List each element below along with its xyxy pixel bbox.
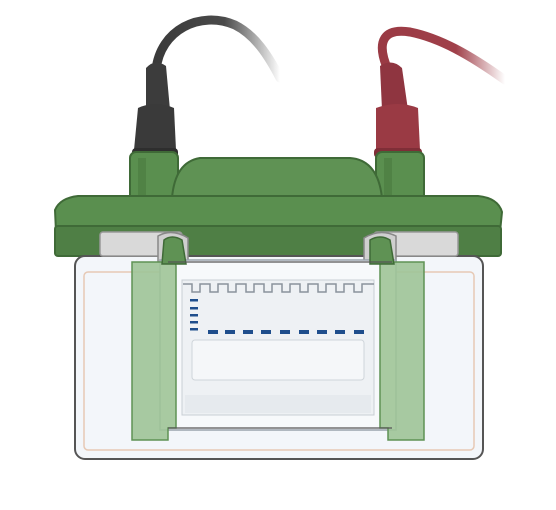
- ladder-lane: [190, 299, 198, 331]
- sample-band: [243, 330, 253, 334]
- sample-band: [261, 330, 271, 334]
- sample-band: [317, 330, 327, 334]
- ladder-band: [190, 314, 198, 317]
- comb-wells: [183, 283, 374, 293]
- sample-band: [208, 330, 218, 334]
- black-lead-plug: [132, 62, 178, 158]
- black-lead-cable: [151, 15, 285, 83]
- sample-band: [354, 330, 364, 334]
- red-terminal: [375, 151, 425, 203]
- ladder-band: [190, 307, 198, 310]
- red-lead-cable: [377, 26, 510, 85]
- sample-bands: [208, 330, 364, 334]
- lid-raised-panel: [170, 157, 384, 199]
- red-lead-plug: [374, 62, 422, 158]
- black-terminal: [129, 151, 179, 203]
- sample-band: [280, 330, 290, 334]
- sample-band: [225, 330, 235, 334]
- sample-band: [299, 330, 309, 334]
- ladder-band: [190, 299, 198, 302]
- ladder-band: [190, 328, 198, 331]
- gel-cassette: [159, 259, 397, 431]
- sample-band: [335, 330, 345, 334]
- ladder-band: [190, 321, 198, 324]
